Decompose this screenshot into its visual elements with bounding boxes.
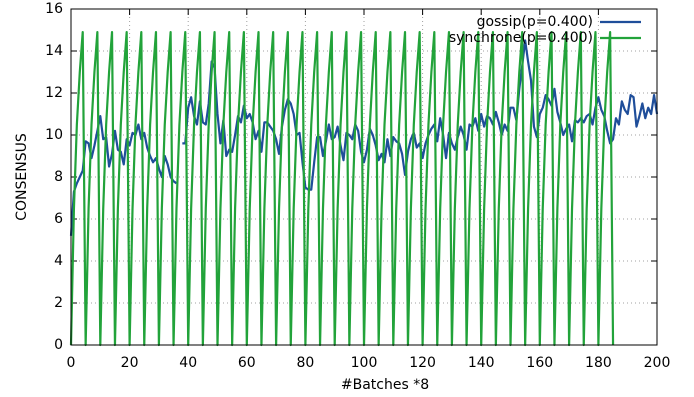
x-axis-label: #Batches *8 [341, 377, 429, 393]
x-tick-label: 100 [351, 355, 378, 371]
x-tick-label: 200 [644, 355, 671, 371]
y-tick-label: 8 [54, 169, 63, 185]
x-tick-label: 80 [296, 355, 314, 371]
y-tick-label: 6 [54, 211, 63, 227]
x-tick-label: 0 [67, 355, 76, 371]
legend-label: gossip(p=0.400) [477, 14, 593, 30]
y-tick-label: 2 [54, 295, 63, 311]
plot-frame [70, 8, 658, 346]
x-tick-label: 160 [526, 355, 553, 371]
x-tick-label: 20 [121, 355, 139, 371]
y-tick-label: 12 [45, 85, 63, 101]
x-tick-label: 120 [409, 355, 436, 371]
y-axis-label: CONSENSUS [14, 133, 30, 221]
y-tick-label: 4 [54, 253, 63, 269]
x-tick-label: 60 [238, 355, 256, 371]
y-tick-label: 0 [54, 337, 63, 353]
legend-label: synchrone(p=0.400) [449, 30, 593, 46]
x-tick-label: 40 [179, 355, 197, 371]
series-line [69, 31, 615, 347]
y-tick-label: 16 [45, 1, 63, 17]
y-tick-label: 14 [45, 43, 63, 59]
y-tick-label: 10 [45, 127, 63, 143]
x-tick-label: 180 [585, 355, 612, 371]
x-tick-label: 140 [468, 355, 495, 371]
